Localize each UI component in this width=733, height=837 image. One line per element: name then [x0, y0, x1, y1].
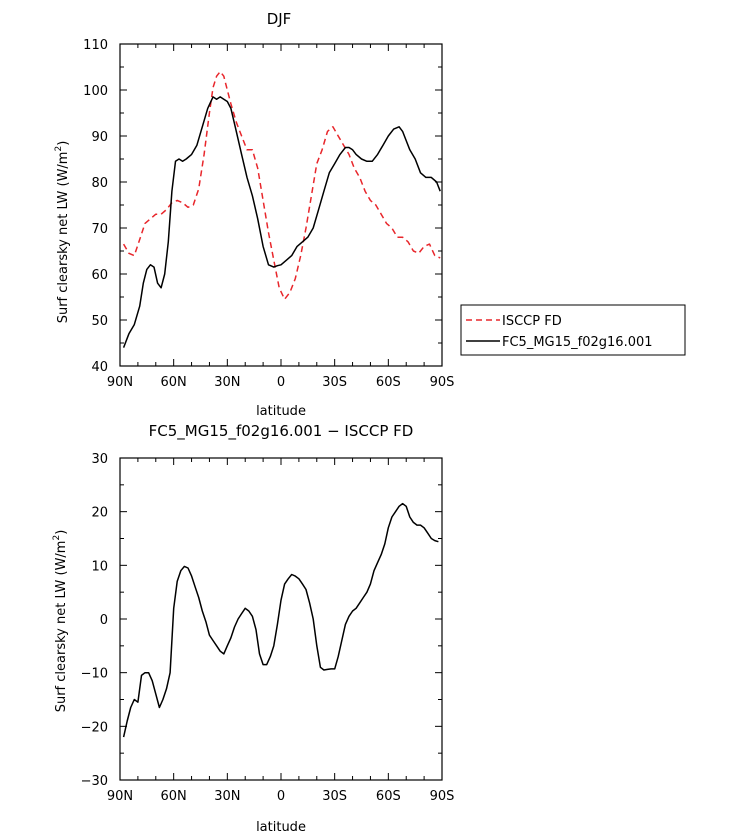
bottom-chart-title: FC5_MG15_f02g16.001 − ISCCP FD	[149, 422, 414, 441]
bottom-x-axis-label: latitude	[256, 820, 306, 835]
top-y-tick-label: 100	[83, 84, 108, 99]
top-x-axis-label: latitude	[256, 404, 306, 419]
bottom-chart-axes: 90N 60N 30N 0 30S 60S 90S −30 −20 −10 0 10 20 30	[81, 452, 455, 804]
bottom-x-tick-label: 90N	[107, 789, 133, 804]
top-chart-axes: 90N 60N 30N 0 30S 60S 90S 40 50 60 70 80 90 100 110	[83, 38, 454, 390]
top-y-axis-label: Surf clearsky net LW (W/m2)	[54, 141, 71, 324]
top-y-tick-label: 80	[91, 176, 108, 191]
top-y-tick-label: 50	[91, 314, 108, 329]
top-chart-series	[122, 70, 441, 348]
top-x-tick-label: 30N	[214, 375, 240, 390]
bottom-y-axis-label: Surf clearsky net LW (W/m2)	[52, 530, 69, 713]
top-x-tick-label: 0	[277, 375, 285, 390]
bottom-chart-series	[122, 502, 439, 738]
top-y-tick-label: 70	[91, 222, 108, 237]
bottom-x-tick-label: 60S	[376, 789, 401, 804]
top-x-tick-label: 90N	[107, 375, 133, 390]
legend-label-fc5: FC5_MG15_f02g16.001	[502, 335, 653, 350]
top-x-tick-label: 90S	[430, 375, 455, 390]
top-x-tick-label: 60N	[161, 375, 187, 390]
bottom-series-line-0	[122, 502, 439, 738]
top-y-tick-label: 90	[91, 130, 108, 145]
bottom-y-tick-label: 0	[100, 613, 108, 628]
bottom-y-tick-label: 20	[91, 506, 108, 521]
top-y-tick-label: 60	[91, 268, 108, 283]
bottom-plot-frame	[119, 457, 443, 781]
bottom-y-tick-label: −30	[81, 774, 108, 789]
top-chart-panel: DJF 90N 60N 30N 0 30S 60S 90S 40 50 60 70 80 90 100 11…	[54, 10, 686, 419]
top-series-line-0	[122, 70, 441, 301]
top-x-tick-label: 30S	[322, 375, 347, 390]
legend-label-isccp: ISCCP FD	[502, 314, 562, 329]
bottom-x-tick-label: 0	[277, 789, 285, 804]
bottom-y-tick-label: −10	[81, 667, 108, 682]
bottom-x-tick-label: 30S	[322, 789, 347, 804]
top-y-tick-label: 40	[91, 360, 108, 375]
legend-box	[460, 304, 686, 356]
top-x-tick-label: 60S	[376, 375, 401, 390]
bottom-y-tick-label: −20	[81, 720, 108, 735]
top-y-tick-label: 110	[83, 38, 108, 53]
bottom-chart-panel: FC5_MG15_f02g16.001 − ISCCP FD 90N 60N 30N…	[52, 422, 454, 835]
bottom-x-tick-label: 30N	[214, 789, 240, 804]
legend: ISCCP FD FC5_MG15_f02g16.001	[460, 304, 686, 356]
bottom-y-tick-label: 10	[91, 559, 108, 574]
bottom-x-tick-label: 90S	[430, 789, 455, 804]
top-plot-frame	[119, 43, 443, 367]
top-chart-title: DJF	[267, 10, 292, 28]
bottom-y-tick-label: 30	[91, 452, 108, 467]
bottom-x-tick-label: 60N	[161, 789, 187, 804]
top-series-line-1	[122, 96, 441, 348]
